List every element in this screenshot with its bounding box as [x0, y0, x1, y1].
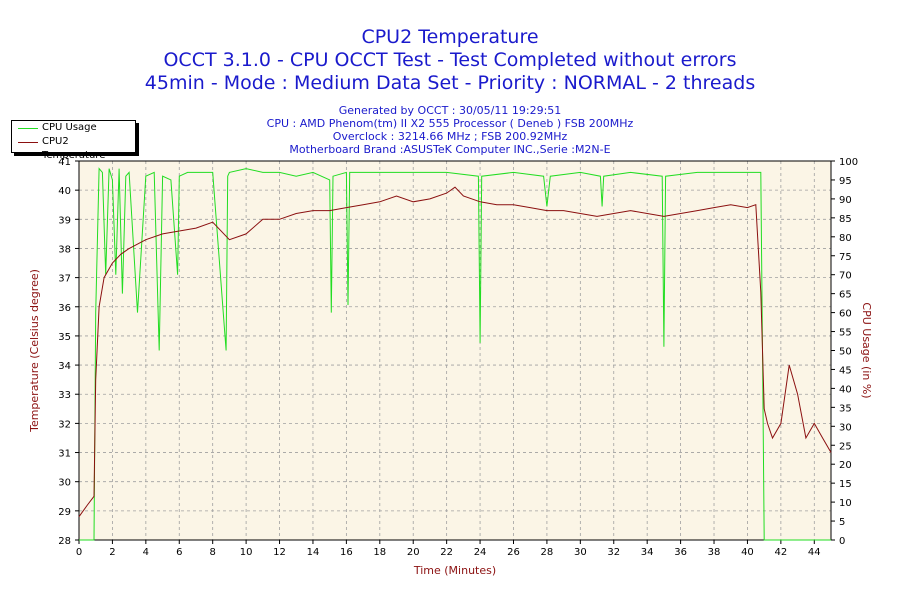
y-right-axis-label: CPU Usage (in %) — [860, 302, 873, 398]
x-tick-label: 24 — [474, 547, 487, 558]
legend-swatch-cpu-usage — [18, 128, 38, 129]
y-right-tick-label: 60 — [839, 309, 852, 320]
y-left-tick-label: 32 — [58, 419, 71, 430]
plot-background — [79, 161, 831, 540]
y-left-tick-label: 38 — [58, 244, 71, 255]
x-tick-label: 10 — [240, 547, 253, 558]
x-tick-label: 30 — [574, 547, 587, 558]
y-right-tick-label: 55 — [839, 328, 852, 339]
y-right-tick-label: 40 — [839, 384, 852, 395]
x-tick-label: 8 — [210, 547, 216, 558]
legend-item-cpu2-temperature: CPU2 Temperature — [12, 135, 135, 161]
x-tick-label: 22 — [440, 547, 453, 558]
legend-swatch-cpu2-temperature — [18, 142, 38, 143]
x-tick-label: 44 — [808, 547, 821, 558]
x-axis-label: Time (Minutes) — [413, 564, 496, 577]
x-tick-label: 6 — [176, 547, 182, 558]
chart-legend: CPU Usage CPU2 Temperature — [11, 120, 136, 161]
y-left-tick-label: 40 — [58, 186, 71, 197]
y-right-tick-label: 95 — [839, 176, 852, 187]
x-tick-label: 18 — [373, 547, 386, 558]
x-tick-label: 14 — [307, 547, 320, 558]
x-tick-label: 36 — [674, 547, 687, 558]
y-right-tick-label: 70 — [839, 271, 852, 282]
y-right-tick-label: 50 — [839, 347, 852, 358]
legend-label-cpu2-temperature: CPU2 Temperature — [42, 136, 106, 161]
x-tick-label: 4 — [143, 547, 149, 558]
x-tick-label: 20 — [407, 547, 420, 558]
y-right-tick-label: 45 — [839, 365, 852, 376]
legend-label-cpu-usage: CPU Usage — [42, 122, 97, 133]
y-left-tick-label: 36 — [58, 303, 71, 314]
chart-title: CPU2 Temperature — [361, 26, 539, 48]
y-left-tick-label: 33 — [58, 390, 71, 401]
y-right-tick-label: 100 — [839, 157, 858, 168]
y-left-tick-label: 29 — [58, 507, 71, 518]
y-left-tick-label: 31 — [58, 449, 71, 460]
y-left-tick-label: 39 — [58, 215, 71, 226]
x-tick-label: 16 — [340, 547, 353, 558]
info-motherboard: Motherboard Brand :ASUSTeK Computer INC.… — [289, 143, 611, 156]
x-tick-label: 34 — [641, 547, 654, 558]
series-line-cpu-usage — [79, 167, 831, 541]
x-tick-label: 26 — [507, 547, 520, 558]
info-cpu: CPU : AMD Phenom(tm) II X2 555 Processor… — [266, 117, 634, 130]
chart-subtitle-test: OCCT 3.1.0 - CPU OCCT Test - Test Comple… — [163, 49, 737, 71]
legend-item-cpu-usage: CPU Usage — [12, 121, 135, 135]
x-tick-label: 38 — [708, 547, 721, 558]
y-left-tick-label: 37 — [58, 274, 71, 285]
y-right-tick-label: 30 — [839, 422, 852, 433]
y-right-tick-label: 85 — [839, 214, 852, 225]
series-line-cpu2-temperature — [78, 186, 832, 517]
x-tick-label: 12 — [273, 547, 286, 558]
x-tick-label: 2 — [109, 547, 115, 558]
y-left-axis-label: Temperature (Celsius degree) — [28, 269, 41, 433]
info-overclock: Overclock : 3214.66 MHz ; FSB 200.92MHz — [332, 130, 568, 143]
y-right-tick-label: 80 — [839, 233, 852, 244]
y-left-tick-label: 28 — [58, 536, 71, 547]
y-left-tick-label: 35 — [58, 332, 71, 343]
y-left-tick-label: 34 — [58, 361, 71, 372]
x-tick-label: 42 — [774, 547, 787, 558]
y-left-tick-label: 30 — [58, 478, 71, 489]
chart-subtitle-mode: 45min - Mode : Medium Data Set - Priorit… — [144, 72, 756, 94]
y-right-tick-label: 75 — [839, 252, 852, 263]
x-tick-label: 28 — [541, 547, 554, 558]
x-tick-label: 0 — [76, 547, 82, 558]
y-right-tick-label: 25 — [839, 441, 852, 452]
y-right-tick-label: 90 — [839, 195, 852, 206]
info-generated: Generated by OCCT : 30/05/11 19:29:51 — [338, 104, 562, 117]
y-right-tick-label: 35 — [839, 403, 852, 414]
y-right-tick-label: 65 — [839, 290, 852, 301]
x-tick-label: 32 — [607, 547, 620, 558]
x-tick-label: 40 — [741, 547, 754, 558]
y-right-tick-label: 15 — [839, 479, 852, 490]
plot-frame — [78, 160, 832, 541]
y-right-tick-label: 20 — [839, 460, 852, 471]
y-left-tick-label: 41 — [58, 157, 71, 168]
y-right-tick-label: 5 — [839, 517, 845, 528]
y-right-tick-label: 10 — [839, 498, 852, 509]
y-right-tick-label: 0 — [839, 536, 845, 547]
